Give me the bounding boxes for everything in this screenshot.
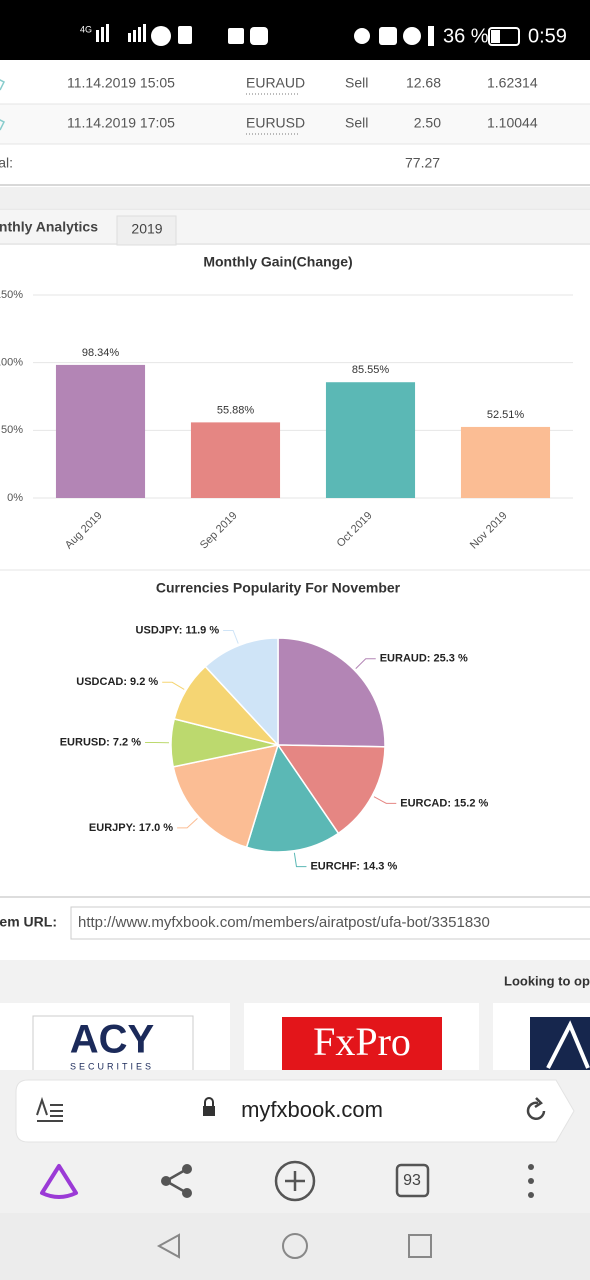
broker-logo[interactable] [282,1017,442,1070]
data-label: EURCHF: 14.3 % [310,861,397,873]
navigation-bar [0,1213,590,1280]
brokers-heading: Looking to op [504,973,590,988]
battery-fill [491,30,500,43]
y-tick-label: 150% [0,289,23,301]
leader-line [177,818,198,829]
url-input[interactable] [70,906,590,940]
table-cell: EURAUD [246,75,305,91]
clock: 0:59 [528,25,567,47]
assistant-button[interactable] [40,1164,78,1199]
table-cell: Sell [345,75,368,91]
row-stripe [0,104,590,144]
tab[interactable]: Monthly Analytics [0,219,98,235]
new-tab-button[interactable] [274,1160,316,1202]
data-label: EURCAD: 15.2 % [400,797,488,809]
total-label: Total: [0,155,13,171]
leader-line [223,629,239,644]
share-button[interactable] [161,1164,192,1198]
pie-chart: Currencies Popularity For November EURAU… [60,580,489,873]
plus-icon [285,1171,305,1191]
bar [460,426,551,498]
data-label: 55.88% [217,404,255,416]
pie-slice [172,744,280,849]
row-icon [0,79,6,91]
leader-line [162,681,185,690]
x-tick-label: Aug 2019 [63,510,105,552]
table-cell: EURUSD [246,115,305,131]
table-cell: Sell [345,115,368,131]
reload-arrow [534,1097,543,1109]
bar [325,382,416,498]
table-cell: 12.68 [406,75,441,91]
data-label: EURJPY: 17.0 % [89,822,173,834]
total-value: 77.27 [405,155,440,171]
tab-active[interactable] [116,215,177,246]
data-label: EURUSD: 7.2 % [60,736,142,748]
data-label: EURAUD: 25.3 % [380,653,468,665]
table-cell: 1.10044 [487,115,538,131]
battery-level: 36 % [443,25,489,47]
reader-icon[interactable] [36,1096,63,1122]
signal-icons [96,24,434,46]
broker-name[interactable]: ACY [70,1018,155,1062]
leader-line [373,796,397,804]
broker-name[interactable]: FxPro [313,1019,411,1064]
y-tick-label: 50% [1,424,23,436]
row-icon [0,119,6,131]
url-label: System URL: [0,914,57,930]
section-gap [0,187,590,208]
bar [55,364,146,498]
tabs-button[interactable] [395,1163,430,1198]
x-tick-label: Nov 2019 [468,510,510,552]
network: 4G [80,24,92,34]
y-tick-label: 0% [7,492,23,504]
chart-title: Monthly Gain(Change) [203,254,352,270]
data-label: USDCAD: 9.2 % [76,676,158,688]
table-cell: 1.62314 [487,75,538,91]
home-button[interactable] [282,1233,308,1259]
bar [190,422,281,498]
broker-logo[interactable] [32,1015,194,1077]
bar-chart: Monthly Gain(Change) 0% 50% 100% 150% 98.34%… [0,254,573,552]
url-value[interactable]: http://www.myfxbook.com/members/airatpos… [78,914,490,931]
x-tick-label: Sep 2019 [198,510,240,552]
recents-button[interactable] [408,1234,432,1258]
table-cell: 11.14.2019 15:05 [67,75,175,91]
data-label: 98.34% [82,347,120,359]
leader-line [293,852,307,868]
trades-table: Total: 77.27 11.14.2019 15:05 EURAUD Sell 1… [0,75,590,186]
address[interactable]: myfxbook.com [241,1097,383,1122]
broker-subtitle[interactable]: SECURITIES [70,1061,154,1071]
reload-icon[interactable] [526,1101,546,1120]
battery-icon [488,27,520,46]
data-label: USDJPY: 11.9 % [136,624,220,636]
leader-line [355,658,376,669]
pie-slice [245,743,340,853]
address-bar[interactable] [15,1079,575,1143]
y-tick-label: 100% [0,357,23,369]
pie-slice [204,637,279,747]
pie-slice [277,637,386,748]
broker-logo-mark [546,1020,590,1069]
table-cell: 2.50 [414,115,441,131]
lock-icon [203,1106,215,1116]
table-cell: 11.14.2019 17:05 [67,115,175,131]
lock-shackle [204,1097,214,1106]
data-label: 85.55% [352,364,390,376]
tab-count[interactable]: 93 [403,1172,421,1189]
tab-bar [0,209,590,245]
menu-button[interactable] [528,1164,534,1198]
pie-slice [276,744,386,835]
chart-title: Currencies Popularity For November [156,580,401,596]
x-tick-label: Oct 2019 [335,510,375,550]
back-button[interactable] [156,1233,180,1259]
data-label: 52.51% [487,409,525,421]
tab[interactable]: 2019 [131,221,162,237]
